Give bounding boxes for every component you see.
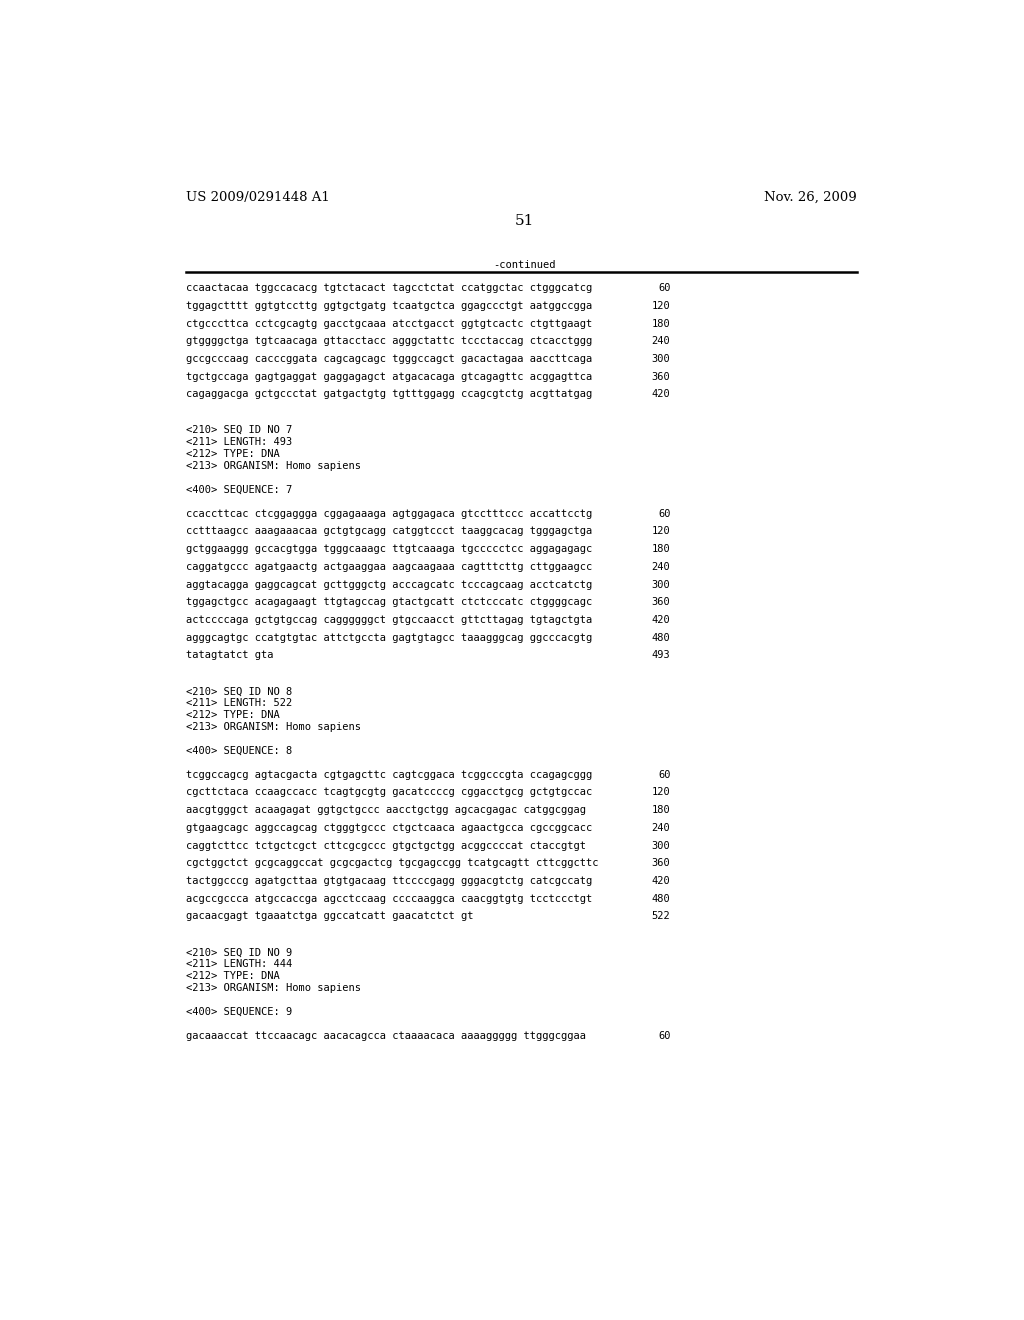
Text: Nov. 26, 2009: Nov. 26, 2009 <box>764 191 856 203</box>
Text: cagaggacga gctgccctat gatgactgtg tgtttggagg ccagcgtctg acgttatgag: cagaggacga gctgccctat gatgactgtg tgtttgg… <box>186 389 592 400</box>
Text: aacgtgggct acaagagat ggtgctgccc aacctgctgg agcacgagac catggcggag: aacgtgggct acaagagat ggtgctgccc aacctgct… <box>186 805 586 816</box>
Text: tggagctttt ggtgtccttg ggtgctgatg tcaatgctca ggagccctgt aatggccgga: tggagctttt ggtgtccttg ggtgctgatg tcaatgc… <box>186 301 592 310</box>
Text: gctggaaggg gccacgtgga tgggcaaagc ttgtcaaaga tgccccctcc aggagagagc: gctggaaggg gccacgtgga tgggcaaagc ttgtcaa… <box>186 544 592 554</box>
Text: gacaaaccat ttccaacagc aacacagcca ctaaaacaca aaaaggggg ttgggcggaa: gacaaaccat ttccaacagc aacacagcca ctaaaac… <box>186 1031 586 1040</box>
Text: 120: 120 <box>651 527 671 536</box>
Text: <213> ORGANISM: Homo sapiens: <213> ORGANISM: Homo sapiens <box>186 983 361 993</box>
Text: ctgcccttca cctcgcagtg gacctgcaaa atcctgacct ggtgtcactc ctgttgaagt: ctgcccttca cctcgcagtg gacctgcaaa atcctga… <box>186 318 592 329</box>
Text: actccccaga gctgtgccag caggggggct gtgccaacct gttcttagag tgtagctgta: actccccaga gctgtgccag caggggggct gtgccaa… <box>186 615 592 624</box>
Text: <210> SEQ ID NO 7: <210> SEQ ID NO 7 <box>186 425 293 436</box>
Text: cctttaagcc aaagaaacaa gctgtgcagg catggtccct taaggcacag tgggagctga: cctttaagcc aaagaaacaa gctgtgcagg catggtc… <box>186 527 592 536</box>
Text: <212> TYPE: DNA: <212> TYPE: DNA <box>186 972 280 981</box>
Text: 300: 300 <box>651 841 671 850</box>
Text: aggtacagga gaggcagcat gcttgggctg acccagcatc tcccagcaag acctcatctg: aggtacagga gaggcagcat gcttgggctg acccagc… <box>186 579 592 590</box>
Text: gccgcccaag cacccggata cagcagcagc tgggccagct gacactagaa aaccttcaga: gccgcccaag cacccggata cagcagcagc tgggcca… <box>186 354 592 364</box>
Text: 240: 240 <box>651 822 671 833</box>
Text: tactggcccg agatgcttaa gtgtgacaag ttccccgagg gggacgtctg catcgccatg: tactggcccg agatgcttaa gtgtgacaag ttccccg… <box>186 876 592 886</box>
Text: 120: 120 <box>651 788 671 797</box>
Text: ccaactacaa tggccacacg tgtctacact tagcctctat ccatggctac ctgggcatcg: ccaactacaa tggccacacg tgtctacact tagcctc… <box>186 284 592 293</box>
Text: tatagtatct gta: tatagtatct gta <box>186 651 273 660</box>
Text: 360: 360 <box>651 858 671 869</box>
Text: cgcttctaca ccaagccacc tcagtgcgtg gacatccccg cggacctgcg gctgtgccac: cgcttctaca ccaagccacc tcagtgcgtg gacatcc… <box>186 788 592 797</box>
Text: gacaacgagt tgaaatctga ggccatcatt gaacatctct gt: gacaacgagt tgaaatctga ggccatcatt gaacatc… <box>186 911 474 921</box>
Text: <212> TYPE: DNA: <212> TYPE: DNA <box>186 710 280 721</box>
Text: 240: 240 <box>651 562 671 572</box>
Text: 360: 360 <box>651 372 671 381</box>
Text: 180: 180 <box>651 318 671 329</box>
Text: 522: 522 <box>651 911 671 921</box>
Text: caggatgccc agatgaactg actgaaggaa aagcaagaaa cagtttcttg cttggaagcc: caggatgccc agatgaactg actgaaggaa aagcaag… <box>186 562 592 572</box>
Text: 420: 420 <box>651 876 671 886</box>
Text: 480: 480 <box>651 894 671 904</box>
Text: US 2009/0291448 A1: US 2009/0291448 A1 <box>186 191 330 203</box>
Text: 360: 360 <box>651 598 671 607</box>
Text: 60: 60 <box>658 508 671 519</box>
Text: gtggggctga tgtcaacaga gttacctacc agggctattc tccctaccag ctcacctggg: gtggggctga tgtcaacaga gttacctacc agggcta… <box>186 337 592 346</box>
Text: tgctgccaga gagtgaggat gaggagagct atgacacaga gtcagagttc acggagttca: tgctgccaga gagtgaggat gaggagagct atgacac… <box>186 372 592 381</box>
Text: <211> LENGTH: 444: <211> LENGTH: 444 <box>186 960 293 969</box>
Text: tcggccagcg agtacgacta cgtgagcttc cagtcggaca tcggcccgta ccagagcggg: tcggccagcg agtacgacta cgtgagcttc cagtcgg… <box>186 770 592 780</box>
Text: 300: 300 <box>651 579 671 590</box>
Text: 493: 493 <box>651 651 671 660</box>
Text: 51: 51 <box>515 214 535 228</box>
Text: <213> ORGANISM: Homo sapiens: <213> ORGANISM: Homo sapiens <box>186 722 361 733</box>
Text: 300: 300 <box>651 354 671 364</box>
Text: tggagctgcc acagagaagt ttgtagccag gtactgcatt ctctcccatc ctggggcagc: tggagctgcc acagagaagt ttgtagccag gtactgc… <box>186 598 592 607</box>
Text: <211> LENGTH: 522: <211> LENGTH: 522 <box>186 698 293 708</box>
Text: cgctggctct gcgcaggccat gcgcgactcg tgcgagccgg tcatgcagtt cttcggcttc: cgctggctct gcgcaggccat gcgcgactcg tgcgag… <box>186 858 599 869</box>
Text: gtgaagcagc aggccagcag ctgggtgccc ctgctcaaca agaactgcca cgccggcacc: gtgaagcagc aggccagcag ctgggtgccc ctgctca… <box>186 822 592 833</box>
Text: <210> SEQ ID NO 9: <210> SEQ ID NO 9 <box>186 948 293 957</box>
Text: <400> SEQUENCE: 8: <400> SEQUENCE: 8 <box>186 746 293 756</box>
Text: -continued: -continued <box>494 260 556 271</box>
Text: 120: 120 <box>651 301 671 310</box>
Text: <210> SEQ ID NO 8: <210> SEQ ID NO 8 <box>186 686 293 696</box>
Text: <212> TYPE: DNA: <212> TYPE: DNA <box>186 449 280 459</box>
Text: <211> LENGTH: 493: <211> LENGTH: 493 <box>186 437 293 447</box>
Text: 480: 480 <box>651 632 671 643</box>
Text: 180: 180 <box>651 805 671 816</box>
Text: 60: 60 <box>658 1031 671 1040</box>
Text: 60: 60 <box>658 770 671 780</box>
Text: 60: 60 <box>658 284 671 293</box>
Text: caggtcttcc tctgctcgct cttcgcgccc gtgctgctgg acggccccat ctaccgtgt: caggtcttcc tctgctcgct cttcgcgccc gtgctgc… <box>186 841 586 850</box>
Text: 420: 420 <box>651 389 671 400</box>
Text: <400> SEQUENCE: 7: <400> SEQUENCE: 7 <box>186 484 293 495</box>
Text: <213> ORGANISM: Homo sapiens: <213> ORGANISM: Homo sapiens <box>186 461 361 471</box>
Text: 180: 180 <box>651 544 671 554</box>
Text: <400> SEQUENCE: 9: <400> SEQUENCE: 9 <box>186 1007 293 1016</box>
Text: 240: 240 <box>651 337 671 346</box>
Text: ccaccttcac ctcggaggga cggagaaaga agtggagaca gtcctttccc accattcctg: ccaccttcac ctcggaggga cggagaaaga agtggag… <box>186 508 592 519</box>
Text: 420: 420 <box>651 615 671 624</box>
Text: agggcagtgc ccatgtgtac attctgccta gagtgtagcc taaagggcag ggcccacgtg: agggcagtgc ccatgtgtac attctgccta gagtgta… <box>186 632 592 643</box>
Text: acgccgccca atgccaccga agcctccaag ccccaaggca caacggtgtg tcctccctgt: acgccgccca atgccaccga agcctccaag ccccaag… <box>186 894 592 904</box>
